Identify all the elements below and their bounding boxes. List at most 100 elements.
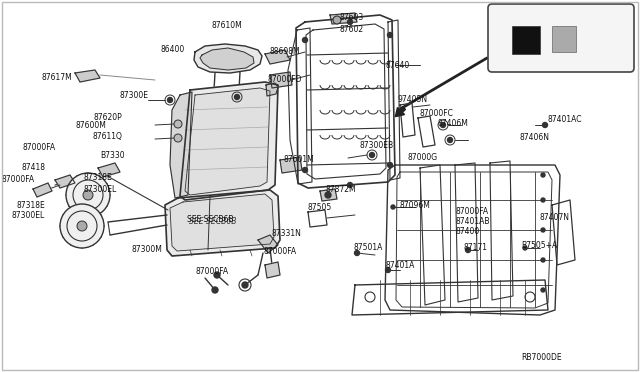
Circle shape: [465, 247, 470, 253]
Circle shape: [541, 198, 545, 202]
Polygon shape: [265, 262, 280, 278]
Text: SEE SECB6B: SEE SECB6B: [189, 218, 237, 227]
Text: 87400: 87400: [455, 228, 479, 237]
Polygon shape: [330, 13, 357, 24]
Text: 87300E: 87300E: [119, 90, 148, 99]
Text: B7330: B7330: [100, 151, 125, 160]
Polygon shape: [194, 44, 262, 73]
Text: 87406N: 87406N: [519, 134, 549, 142]
Circle shape: [212, 287, 218, 293]
Polygon shape: [55, 175, 75, 188]
Polygon shape: [170, 92, 192, 198]
Circle shape: [242, 282, 248, 288]
Text: 87000FA: 87000FA: [264, 247, 297, 256]
Text: RB7000DE: RB7000DE: [522, 353, 562, 362]
FancyBboxPatch shape: [488, 4, 634, 72]
Text: 87300EB: 87300EB: [360, 141, 394, 150]
Polygon shape: [265, 50, 290, 64]
Circle shape: [440, 122, 445, 128]
Circle shape: [541, 288, 545, 292]
Text: 87000FA: 87000FA: [195, 267, 228, 276]
Text: SEE SECB6B: SEE SECB6B: [187, 215, 233, 224]
Text: 87602: 87602: [340, 26, 364, 35]
Circle shape: [174, 134, 182, 142]
Text: 87617M: 87617M: [41, 74, 72, 83]
Circle shape: [387, 163, 392, 167]
Text: 87401A: 87401A: [385, 260, 414, 269]
Text: 87000FA: 87000FA: [23, 144, 56, 153]
Text: 87300M: 87300M: [132, 244, 163, 253]
Polygon shape: [280, 157, 302, 173]
Circle shape: [234, 94, 239, 99]
Circle shape: [303, 38, 307, 42]
Circle shape: [541, 173, 545, 177]
Circle shape: [523, 246, 527, 250]
Text: 87171: 87171: [464, 243, 488, 251]
Polygon shape: [165, 190, 280, 256]
Text: 87418: 87418: [21, 163, 45, 171]
Circle shape: [541, 228, 545, 232]
Text: B7505+A: B7505+A: [521, 241, 557, 250]
Text: 87000FA: 87000FA: [2, 174, 35, 183]
Text: 87401AB: 87401AB: [455, 217, 490, 225]
Circle shape: [333, 16, 341, 24]
Text: 87407N: 87407N: [540, 214, 570, 222]
Text: 87331N: 87331N: [272, 228, 302, 237]
Text: 87872M: 87872M: [325, 185, 356, 193]
Circle shape: [543, 122, 547, 128]
Circle shape: [541, 258, 545, 262]
Polygon shape: [98, 163, 120, 177]
Circle shape: [369, 153, 374, 157]
Circle shape: [60, 204, 104, 248]
Text: 87318E: 87318E: [84, 173, 113, 182]
Polygon shape: [258, 235, 278, 253]
Circle shape: [168, 97, 173, 103]
Bar: [512, 26, 540, 54]
Circle shape: [387, 32, 392, 38]
Circle shape: [303, 167, 307, 173]
Text: 86400: 86400: [161, 45, 185, 55]
Polygon shape: [33, 183, 52, 197]
Text: 87300EL: 87300EL: [84, 185, 117, 193]
Text: 87000FC: 87000FC: [420, 109, 454, 119]
Circle shape: [66, 173, 110, 217]
Circle shape: [355, 250, 360, 256]
Polygon shape: [266, 83, 278, 96]
Polygon shape: [200, 48, 254, 70]
Circle shape: [83, 190, 93, 200]
Circle shape: [77, 221, 87, 231]
Polygon shape: [185, 88, 270, 195]
Circle shape: [391, 205, 395, 209]
Circle shape: [325, 192, 331, 198]
Text: 87300EL: 87300EL: [12, 211, 45, 219]
Text: 87000FD: 87000FD: [268, 76, 303, 84]
Circle shape: [447, 138, 452, 142]
Text: 87611Q: 87611Q: [92, 131, 122, 141]
Circle shape: [521, 35, 531, 45]
Polygon shape: [270, 72, 292, 88]
Text: 87640: 87640: [385, 61, 409, 70]
Text: 87000G: 87000G: [407, 154, 437, 163]
Text: 87096M: 87096M: [400, 201, 431, 209]
Text: 87601M: 87601M: [283, 155, 314, 164]
Text: 87406M: 87406M: [437, 119, 468, 128]
Text: 97405N: 97405N: [397, 96, 427, 105]
Text: 87401AC: 87401AC: [547, 115, 582, 125]
Text: 87318E: 87318E: [16, 201, 45, 209]
Polygon shape: [180, 82, 278, 200]
Text: 87620P: 87620P: [93, 112, 122, 122]
Text: 87000FA: 87000FA: [455, 206, 488, 215]
Text: 87505: 87505: [308, 202, 332, 212]
Polygon shape: [320, 189, 337, 201]
Text: 87501A: 87501A: [353, 244, 382, 253]
Polygon shape: [75, 70, 100, 82]
Polygon shape: [170, 194, 274, 251]
Circle shape: [385, 267, 390, 273]
Circle shape: [348, 19, 353, 25]
Text: 87610M: 87610M: [211, 20, 242, 29]
Circle shape: [174, 120, 182, 128]
Text: 88698M: 88698M: [270, 48, 301, 57]
Circle shape: [214, 272, 220, 278]
Text: 87603: 87603: [340, 13, 364, 22]
Text: 87600M: 87600M: [75, 122, 106, 131]
